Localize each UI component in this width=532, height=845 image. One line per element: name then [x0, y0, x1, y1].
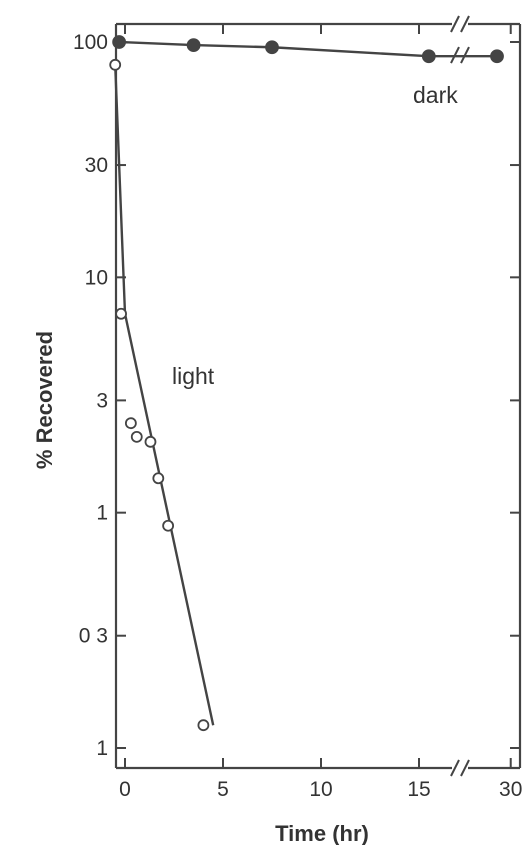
x-axis-break-mark	[460, 759, 470, 777]
top-axis-break-mark	[450, 15, 460, 33]
plot-frame	[114, 15, 522, 777]
data-point-dark	[112, 35, 127, 49]
x-axis-label: Time (hr)	[275, 821, 369, 845]
fit-line-light	[114, 64, 215, 726]
fit-line-dark	[119, 40, 497, 58]
top-axis-break-mark	[460, 15, 470, 33]
y-tick-label: 1	[96, 737, 108, 760]
data-point-light	[197, 719, 210, 732]
y-tick-label: 3	[96, 389, 108, 412]
data-point-dark	[265, 40, 279, 55]
x-tick-label: 0	[119, 778, 131, 801]
y-tick-label: 1	[96, 502, 108, 525]
y-tick-label: 10	[85, 266, 108, 289]
x-tick-label: 15	[407, 778, 430, 801]
data-point-light	[115, 307, 127, 320]
y-tick-label: 0 3	[79, 625, 108, 648]
data-point-light	[124, 417, 137, 430]
data-points	[109, 35, 504, 732]
data-point-light	[152, 472, 165, 485]
x-axis-ticks: 0 5 10 15 30	[119, 24, 522, 801]
y-tick-label: 100	[73, 31, 108, 54]
y-axis-label: % Recovered	[32, 331, 57, 469]
data-point-light	[162, 519, 175, 532]
data-point-light	[130, 430, 143, 443]
series-label-light: light	[172, 363, 215, 389]
data-point-dark	[186, 38, 201, 53]
data-point-light	[144, 435, 157, 448]
data-point-dark	[490, 49, 504, 64]
x-axis-break-mark	[450, 759, 460, 777]
x-tick-label: 5	[217, 778, 229, 801]
y-axis-ticks: 100 30 10 3 1 0 3 1	[73, 31, 520, 760]
text-labels: Time (hr) % Recovered dark light	[32, 82, 458, 845]
data-point-light	[109, 58, 122, 71]
data-point-dark	[421, 49, 436, 64]
series-label-dark: dark	[413, 82, 458, 108]
y-tick-label: 30	[85, 154, 108, 177]
x-tick-label: 10	[309, 778, 332, 801]
x-tick-label: 30	[499, 778, 522, 801]
